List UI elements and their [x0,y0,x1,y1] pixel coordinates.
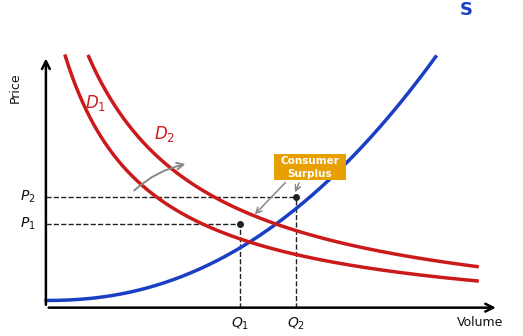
Text: Consumer
Surplus: Consumer Surplus [280,156,339,179]
Text: $D_2$: $D_2$ [154,124,175,144]
Text: $P_1$: $P_1$ [19,215,35,232]
Text: $D_1$: $D_1$ [85,93,106,113]
Text: $Q_1$: $Q_1$ [231,316,249,332]
Text: $P_2$: $P_2$ [19,189,35,205]
FancyBboxPatch shape [275,154,346,180]
Text: S: S [460,1,473,19]
Text: Price: Price [9,73,22,103]
Text: Volume: Volume [457,316,503,329]
Text: $Q_2$: $Q_2$ [287,316,305,332]
